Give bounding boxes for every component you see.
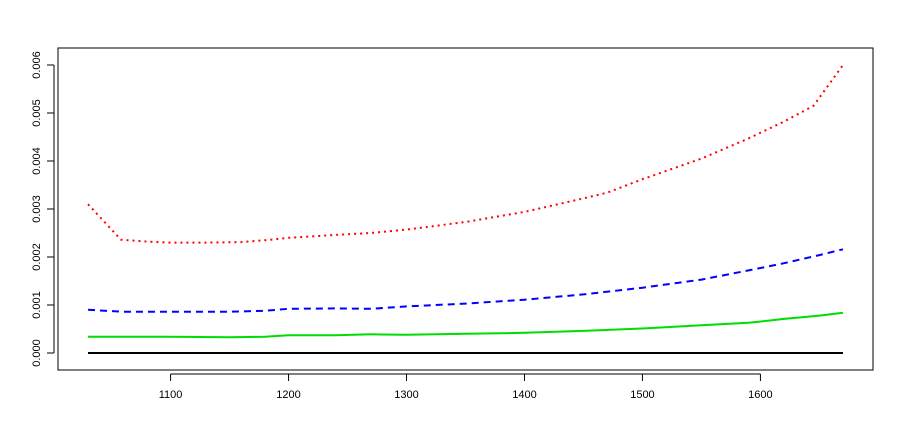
series-line-3 [87, 248, 844, 313]
x-tick-label: 1500 [630, 389, 654, 401]
y-tick-label: 0.004 [31, 147, 43, 175]
x-axis: 1100 1200 1300 1400 1500 1600 [159, 373, 773, 401]
plot-frame [57, 47, 874, 371]
y-tick-label: 0.001 [31, 291, 43, 319]
y-tick-label: 0.002 [31, 243, 43, 271]
x-tick-label: 1300 [394, 389, 418, 401]
y-tick-label: 0.005 [31, 99, 43, 127]
y-axis: 0.000 0.001 0.002 0.003 0.004 0.005 0.006 [31, 51, 55, 367]
series-line-2 [88, 311, 844, 339]
x-tick-label: 1100 [159, 389, 183, 401]
x-tick-label: 1600 [748, 389, 772, 401]
y-tick-label: 0.003 [31, 195, 43, 223]
series-line-4 [87, 64, 844, 244]
y-tick-label: 0.006 [31, 51, 43, 79]
series-layer [87, 64, 844, 354]
x-tick-label: 1200 [276, 389, 300, 401]
y-tick-label: 0.000 [31, 339, 43, 367]
x-tick-label: 1400 [512, 389, 536, 401]
